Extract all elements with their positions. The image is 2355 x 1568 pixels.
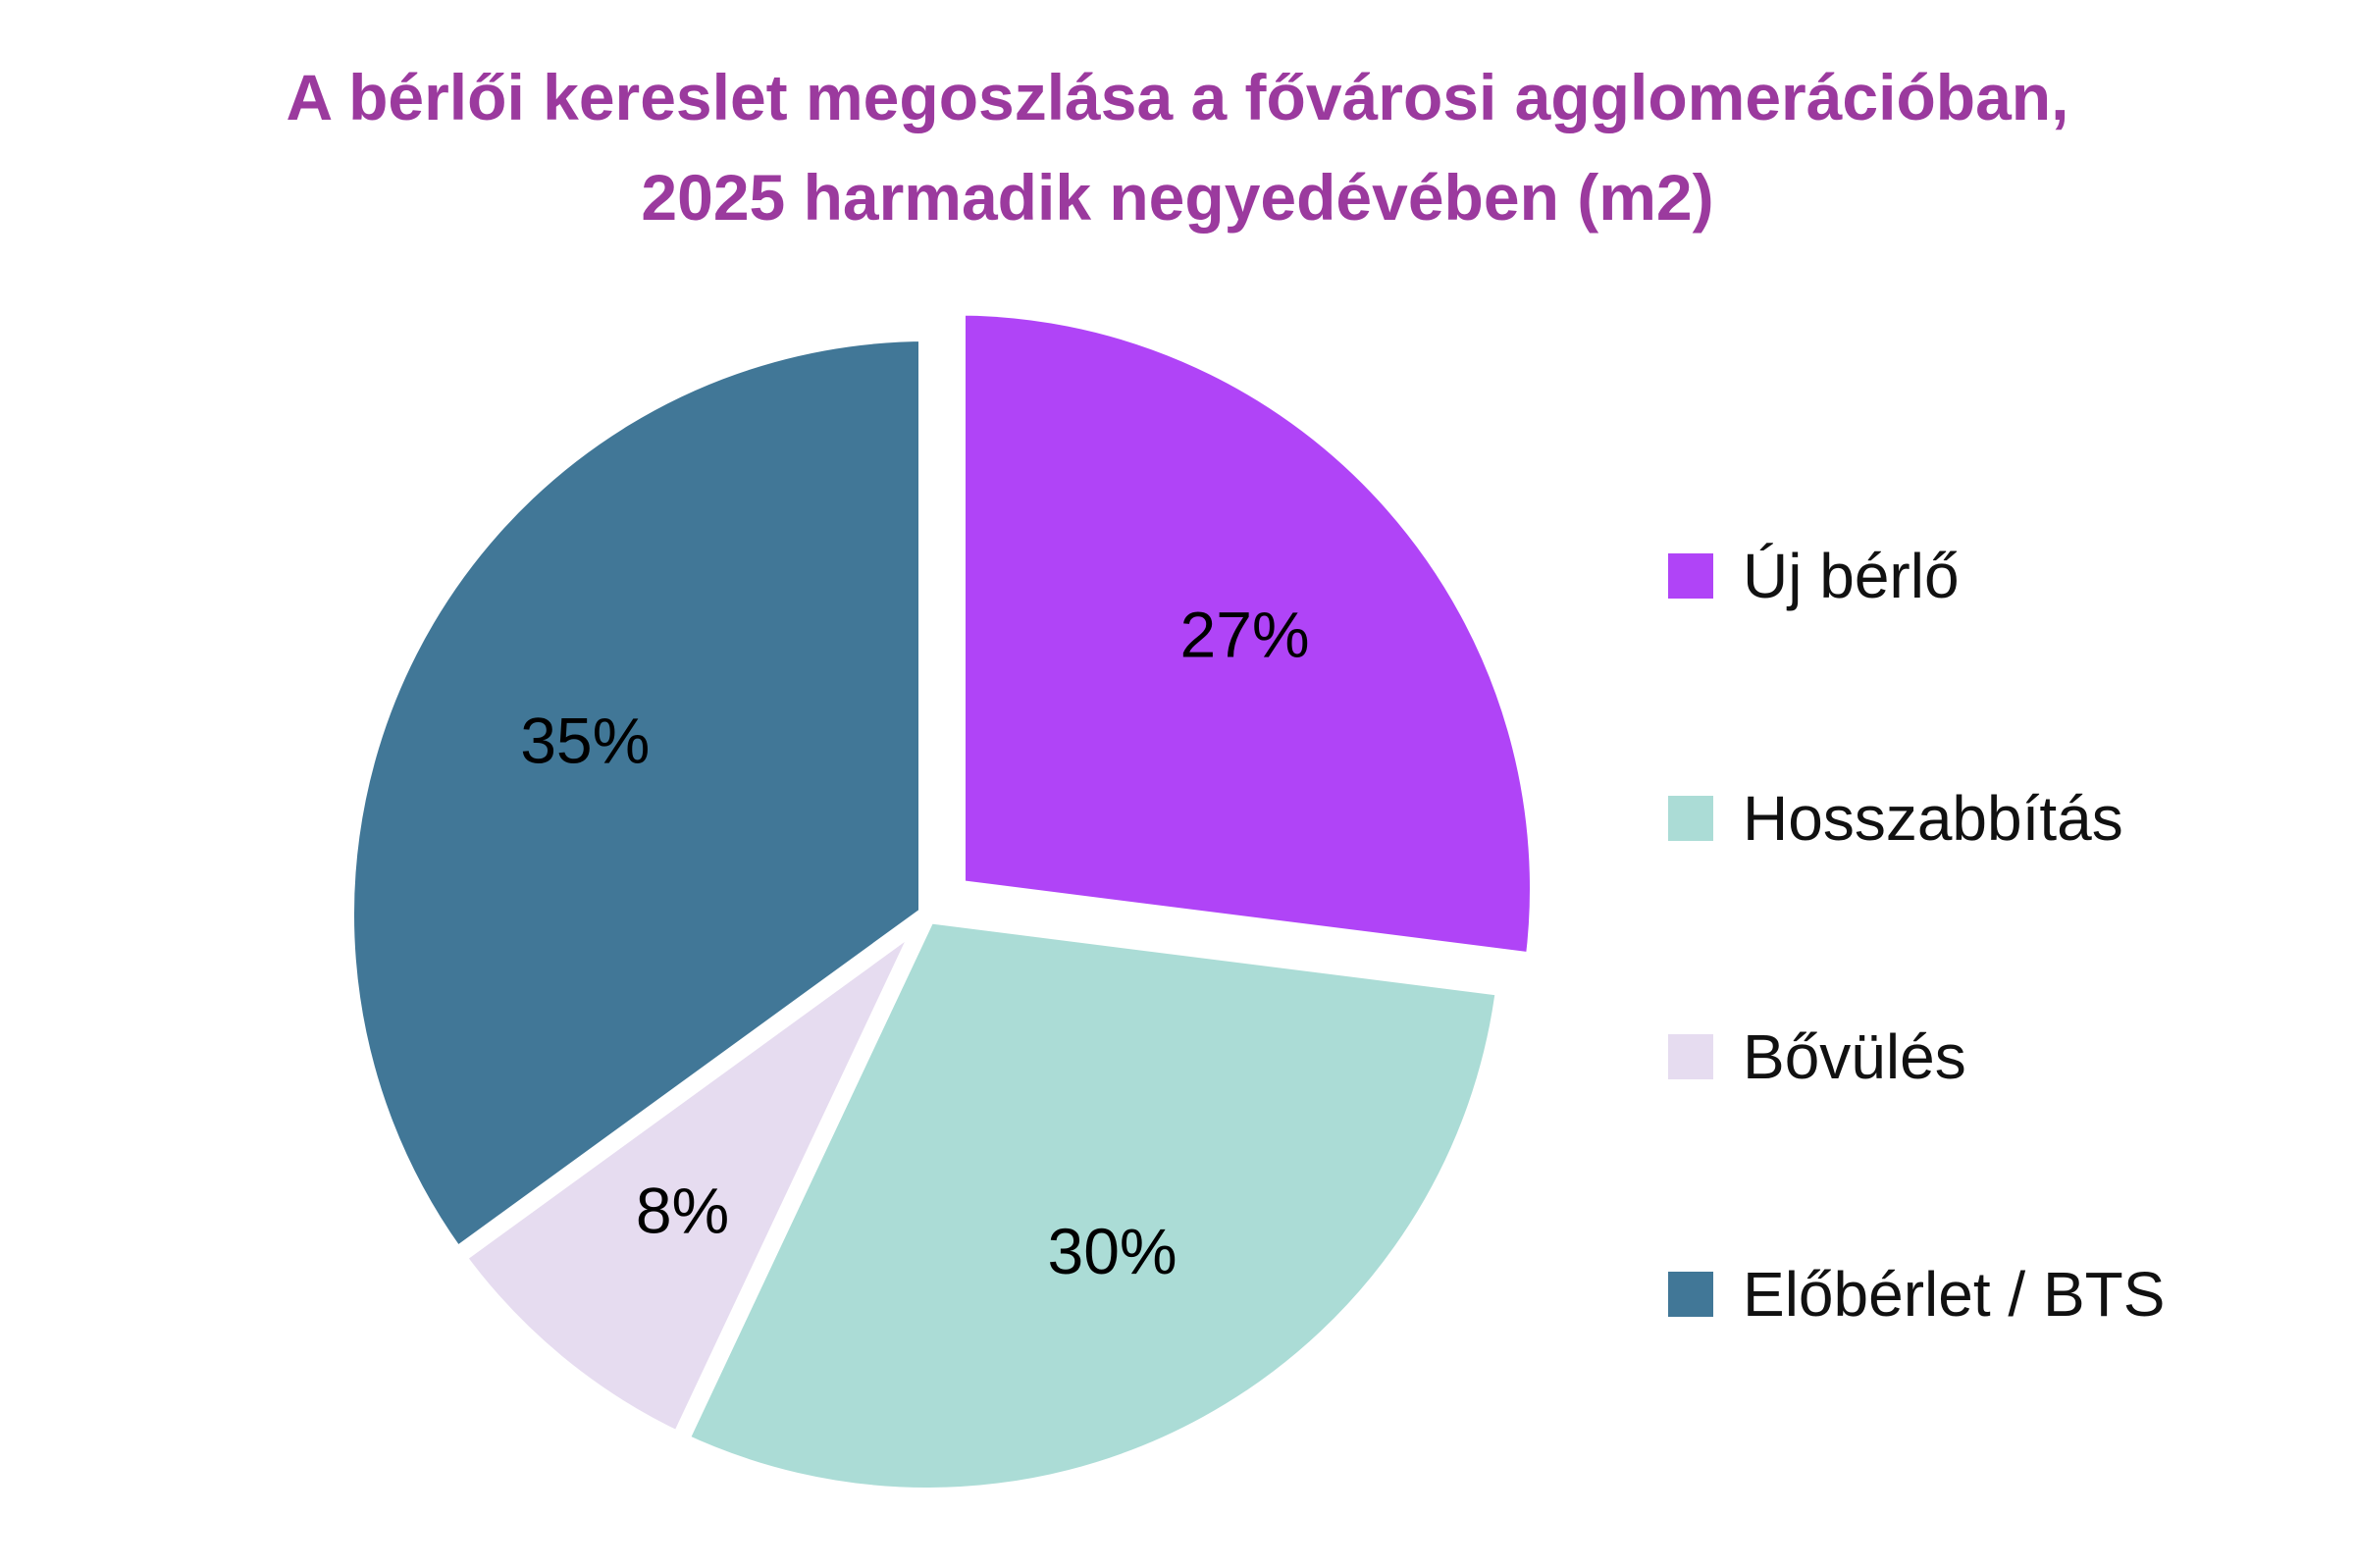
data-label-bovules: 8% — [636, 1175, 729, 1247]
legend-label-bovules: Bővülés — [1743, 1021, 1966, 1092]
legend-label-uj-berlo: Új bérlő — [1743, 541, 1960, 611]
legend-swatch-eloberlet-bts — [1668, 1272, 1713, 1317]
legend-swatch-hosszabbitas — [1668, 796, 1713, 841]
chart-title: A bérlői kereslet megoszlása a fővárosi … — [0, 47, 2355, 247]
legend-swatch-bovules — [1668, 1034, 1713, 1079]
chart-title-line-2: 2025 harmadik negyedévében (m2) — [641, 161, 1714, 234]
legend-swatch-uj-berlo — [1668, 553, 1713, 599]
pie-slice-eloberlet-bts — [337, 323, 936, 1270]
legend-item-bovules: Bővülés — [1668, 1020, 1966, 1093]
data-label-uj-berlo: 27% — [1180, 599, 1310, 671]
legend-item-hosszabbitas: Hosszabbítás — [1668, 782, 2123, 855]
chart-title-line-1: A bérlői kereslet megoszlása a fővárosi … — [286, 61, 2069, 133]
pie-slice-bovules — [444, 907, 936, 1453]
pie-slice-hosszabbitas — [667, 905, 1515, 1505]
data-label-hosszabbitas: 30% — [1047, 1215, 1177, 1287]
data-label-eloberlet-bts: 35% — [520, 704, 650, 776]
legend-item-eloberlet-bts: Előbérlet / BTS — [1668, 1258, 2165, 1331]
pie-slice-uj-berlo — [948, 297, 1547, 971]
legend-label-eloberlet-bts: Előbérlet / BTS — [1743, 1259, 2166, 1330]
legend-label-hosszabbitas: Hosszabbítás — [1743, 783, 2123, 854]
legend-item-uj-berlo: Új bérlő — [1668, 540, 1960, 612]
